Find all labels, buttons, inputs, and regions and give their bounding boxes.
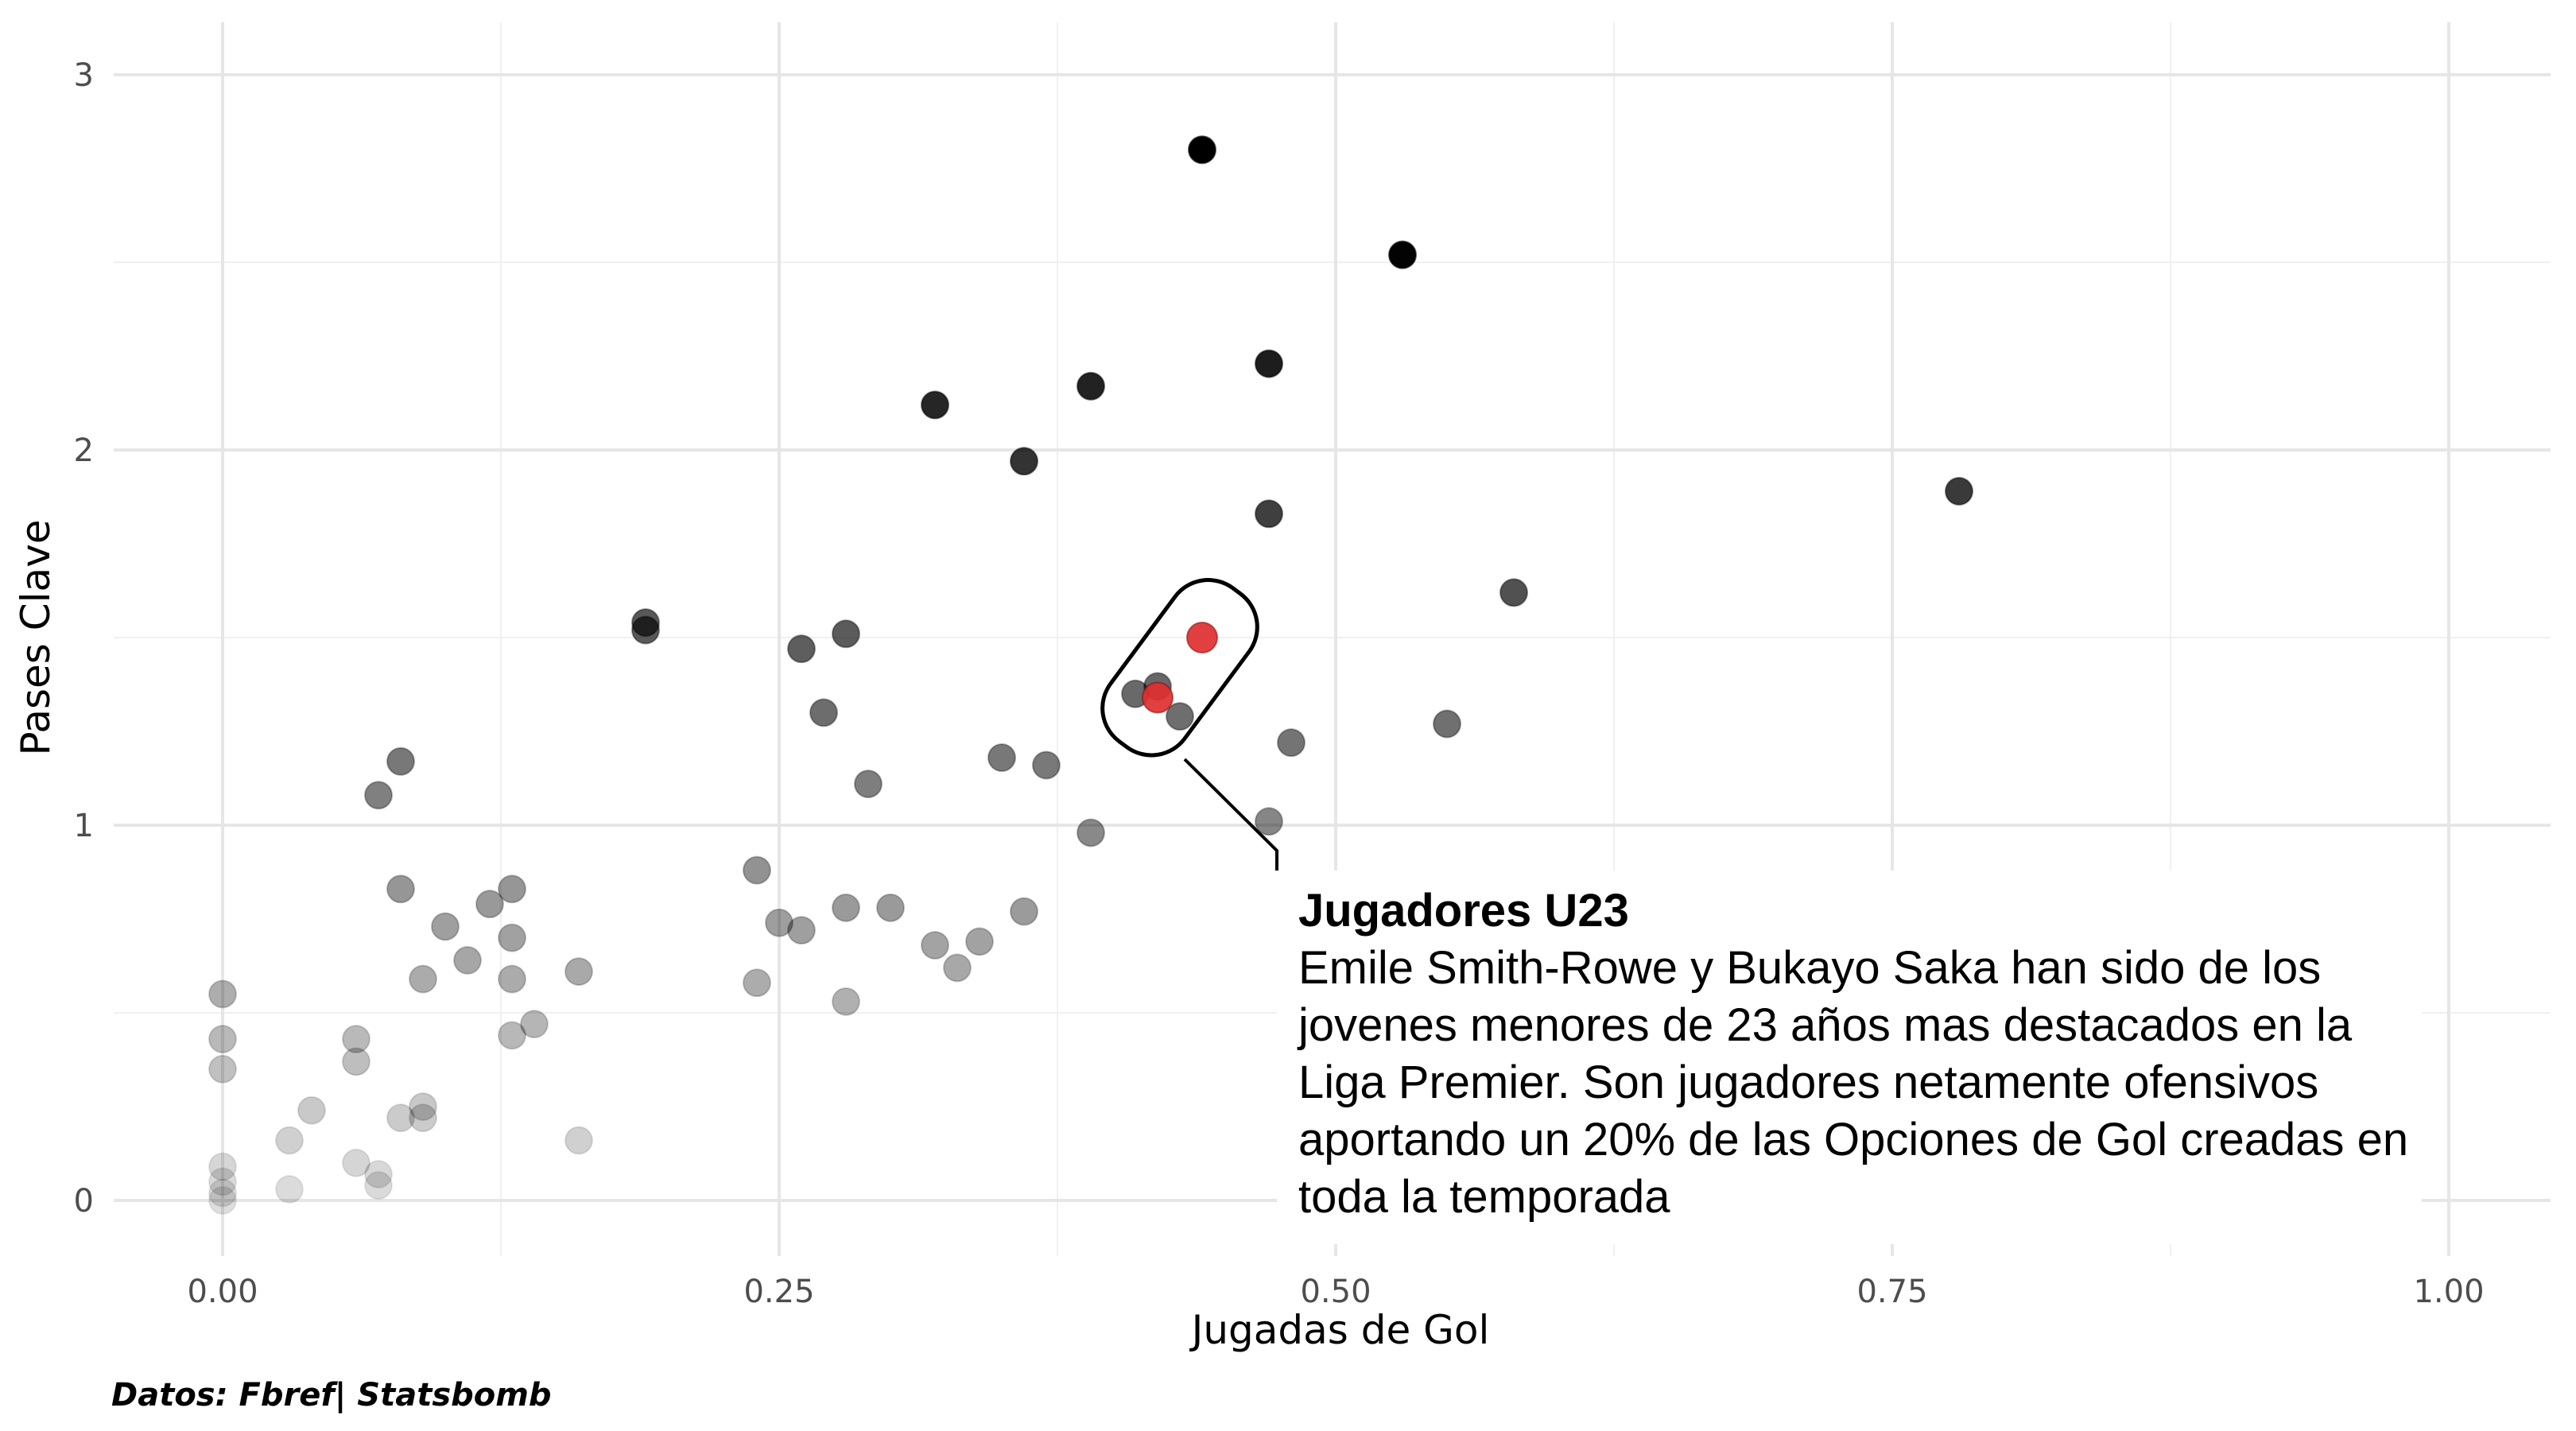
scatter-point [208,1178,237,1208]
scatter-point [564,957,593,987]
source-caption: Datos: Fbref| Statsbomb [111,1377,552,1414]
scatter-point [787,916,816,945]
scatter-point [921,390,949,420]
scatter-point [364,781,393,810]
y-tick-label: 0 [74,1183,94,1220]
annotation-body: Emile Smith-Rowe y Bukayo Saka han sido … [1298,942,2409,1223]
scatter-point [832,987,860,1016]
x-tick-label: 0.75 [1856,1274,1927,1310]
highlighted-point [1186,622,1218,653]
scatter-point [208,1025,237,1054]
scatter-point [1032,750,1061,780]
scatter-point [297,1096,326,1125]
scatter-point [342,1025,370,1054]
y-axis-title: Pases Clave [13,519,59,755]
scatter-point [208,1054,237,1084]
scatter-point [1077,818,1105,847]
callout-box [1100,578,1259,758]
scatter-point [1188,135,1216,165]
scatter-point [364,1159,393,1189]
scatter-point [987,743,1016,773]
annotation-background [1277,871,2422,1244]
scatter-point [809,698,838,727]
scatter-point [453,945,482,975]
y-tick-label: 3 [74,57,94,94]
scatter-point [342,1047,370,1076]
scatter-point [765,908,793,937]
scatter-point [409,1092,437,1121]
scatter-point [342,1148,370,1177]
scatter-point [208,1167,237,1196]
scatter-point [208,1186,237,1215]
scatter-point [409,1103,437,1133]
scatter-point [498,964,526,994]
x-tick-label: 1.00 [2413,1274,2484,1310]
scatter-point [208,1152,237,1181]
scatter-point [564,1126,593,1155]
scatter-point [743,968,771,998]
scatter-point [1077,371,1105,401]
scatter-point [498,1021,526,1050]
scatter-point [275,1174,304,1204]
scatter-point [1010,897,1038,926]
scatter-point [1255,349,1283,378]
x-tick-label: 0.00 [187,1274,258,1310]
scatter-point [431,912,460,941]
scatter-point [386,1103,415,1133]
scatter-point [1277,728,1305,758]
scatter-point [520,1010,549,1039]
scatter-point [1499,578,1528,607]
annotation-callout [1100,578,2422,1244]
y-tick-label: 2 [74,432,94,469]
scatter-point [921,931,949,960]
scatter-point [1010,447,1038,476]
scatter-point [1255,807,1283,836]
scatter-point [787,634,816,664]
scatter-point [1255,499,1283,529]
scatter-point [475,890,504,919]
annotation-title: Jugadores U23 [1298,885,1629,937]
scatter-point [409,964,437,994]
scatter-point [832,619,860,649]
x-tick-label: 0.50 [1300,1274,1371,1310]
scatter-point [1945,476,1973,506]
scatter-point [208,979,237,1009]
scatter-point [498,874,526,904]
scatter-point [386,874,415,904]
data-points [208,135,1973,1215]
axis-ticks: 0.00 0.25 0.50 0.75 1.00 0 1 2 3 [74,57,2485,1310]
scatter-point [743,855,771,885]
scatter-point [631,615,660,645]
scatter-point [498,923,526,952]
scatter-point [965,927,994,956]
scatter-point [1166,702,1194,731]
scatter-point [364,1171,393,1200]
scatter-point [876,893,905,922]
y-tick-label: 1 [74,808,94,844]
scatter-point [1388,240,1417,270]
scatter-point [943,953,972,983]
scatter-point [854,770,883,799]
x-tick-label: 0.25 [743,1274,814,1310]
callout-connector [1183,758,1278,871]
x-axis-title: Jugadas de Gol [1189,1307,1490,1353]
scatter-point [1433,709,1461,739]
scatter-point [386,747,415,776]
annotation-text: Jugadores U23 Emile Smith-Rowe y Bukayo … [1298,882,2427,1226]
scatter-point [832,893,860,922]
scatter-point [275,1126,304,1155]
highlighted-point [1142,681,1174,714]
